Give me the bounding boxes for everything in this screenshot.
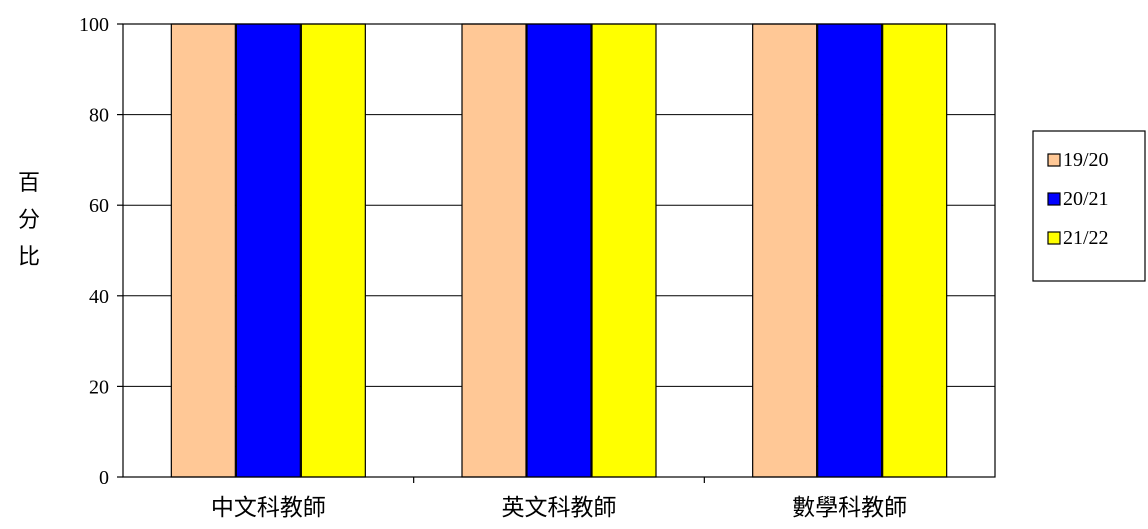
legend-swatch	[1047, 231, 1061, 245]
bar	[752, 23, 818, 478]
bar	[882, 23, 948, 478]
category-label: 數學科教師	[792, 495, 907, 521]
legend: 19/20 20/21 21/22	[1032, 130, 1146, 282]
legend-label: 21/22	[1063, 227, 1109, 249]
category-label: 中文科教師	[211, 495, 326, 521]
bar	[817, 23, 883, 478]
legend-swatch	[1047, 192, 1061, 206]
y-axis-label-char: 分	[18, 208, 40, 233]
axes	[117, 23, 996, 483]
bar	[591, 23, 657, 478]
bar	[526, 23, 592, 478]
y-tick-label: 60	[89, 195, 109, 217]
y-axis-label-char: 比	[18, 245, 40, 270]
bar	[235, 23, 301, 478]
bar	[170, 23, 236, 478]
y-tick-label: 100	[79, 14, 109, 36]
y-tick-label: 20	[89, 376, 109, 398]
y-tick-label: 40	[89, 286, 109, 308]
y-axis-label-char: 百	[18, 171, 40, 196]
bar	[461, 23, 527, 478]
category-labels: 中文科教師 英文科教師 數學科教師	[211, 495, 907, 521]
legend-swatch	[1047, 153, 1061, 167]
y-axis-label: 百分比	[18, 171, 40, 270]
y-tick-labels: 0 20 40 60 80 100	[79, 14, 109, 489]
y-tick-label: 0	[99, 467, 109, 489]
y-tick-label: 80	[89, 105, 109, 127]
legend-label: 19/20	[1063, 149, 1109, 171]
bar	[300, 23, 366, 478]
bars	[170, 23, 948, 478]
plot-frame	[122, 23, 996, 478]
category-label: 英文科教師	[502, 495, 617, 521]
legend-label: 20/21	[1063, 188, 1109, 210]
